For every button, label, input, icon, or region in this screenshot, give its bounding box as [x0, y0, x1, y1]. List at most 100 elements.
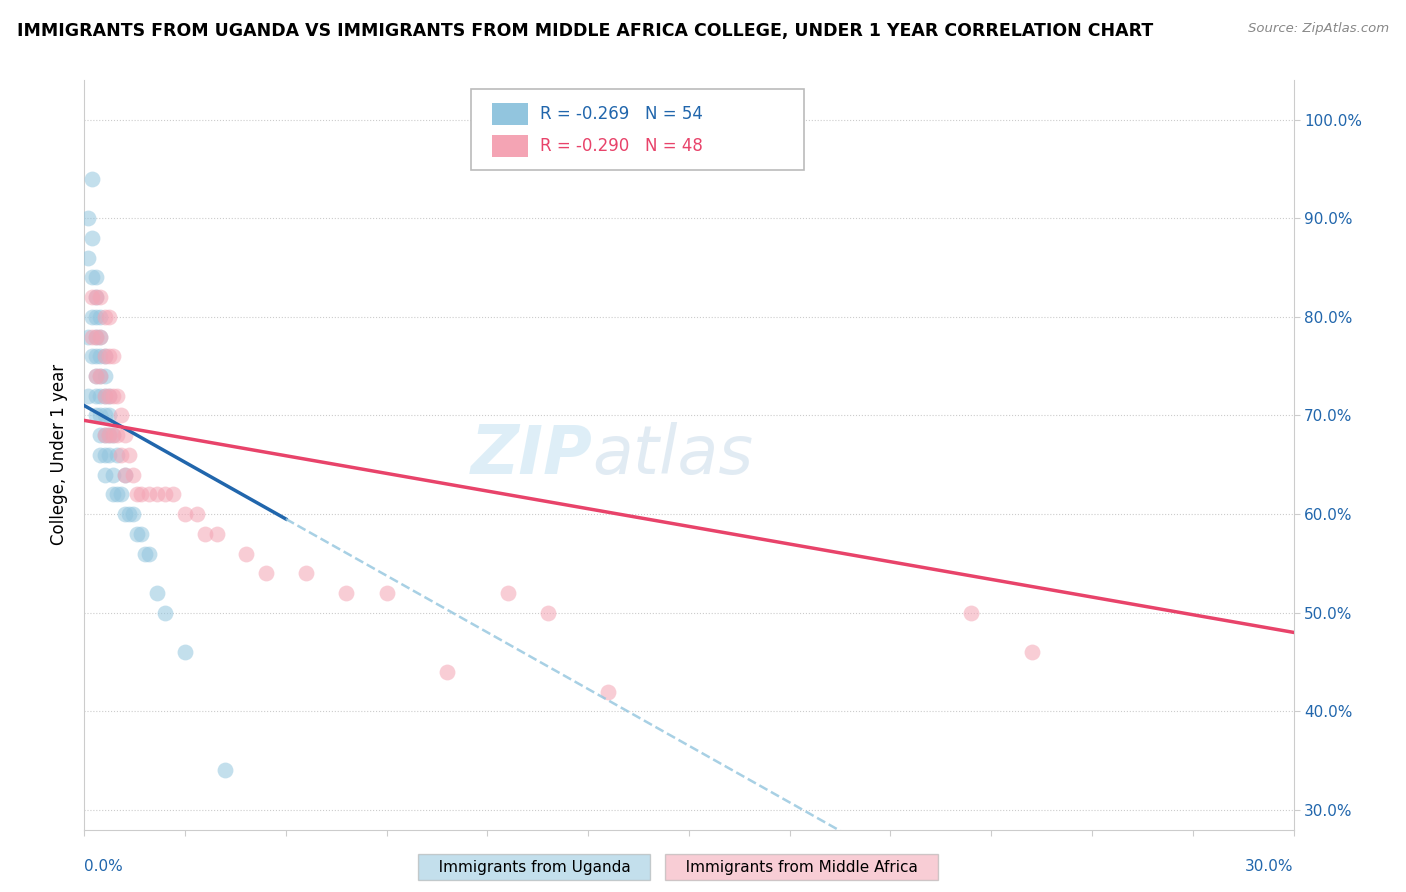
Point: [214, 764, 236, 778]
Point: [114, 467, 136, 482]
Point: [86, 270, 108, 285]
Point: [153, 606, 176, 620]
Point: [1021, 645, 1043, 659]
Point: [86, 329, 108, 343]
Text: 0.0%: 0.0%: [84, 859, 124, 874]
Point: [125, 526, 148, 541]
Point: [93, 369, 115, 384]
Point: [86, 349, 108, 363]
Point: [110, 487, 132, 501]
Point: [82, 329, 104, 343]
Point: [436, 665, 458, 679]
Point: [82, 310, 104, 324]
Point: [86, 329, 108, 343]
Point: [93, 428, 115, 442]
Bar: [492, 103, 529, 125]
Point: [254, 566, 277, 581]
Point: [118, 507, 141, 521]
Point: [93, 349, 115, 363]
Point: [110, 409, 132, 423]
Point: [77, 329, 100, 343]
Point: [101, 487, 124, 501]
Point: [93, 409, 115, 423]
Point: [97, 448, 120, 462]
Point: [97, 409, 120, 423]
Point: [375, 586, 398, 600]
Point: [89, 329, 111, 343]
Text: R = -0.269   N = 54: R = -0.269 N = 54: [540, 105, 703, 123]
Point: [82, 290, 104, 304]
Point: [146, 487, 169, 501]
Point: [89, 409, 111, 423]
Point: [97, 389, 120, 403]
Point: [295, 566, 318, 581]
Point: [162, 487, 184, 501]
Bar: [492, 135, 529, 158]
Point: [125, 487, 148, 501]
Point: [138, 547, 160, 561]
Point: [97, 428, 120, 442]
Point: [496, 586, 519, 600]
Point: [146, 586, 169, 600]
Point: [235, 547, 257, 561]
Point: [89, 389, 111, 403]
Point: [97, 389, 120, 403]
Point: [93, 310, 115, 324]
Point: [93, 428, 115, 442]
Point: [89, 369, 111, 384]
Point: [110, 448, 132, 462]
Point: [82, 270, 104, 285]
Point: [77, 389, 100, 403]
Point: [101, 428, 124, 442]
Point: [93, 467, 115, 482]
Point: [138, 487, 160, 501]
Point: [89, 349, 111, 363]
Text: ZIP: ZIP: [471, 422, 592, 488]
Text: Immigrants from Uganda: Immigrants from Uganda: [423, 860, 645, 874]
Point: [129, 526, 152, 541]
Point: [174, 645, 197, 659]
Text: Source: ZipAtlas.com: Source: ZipAtlas.com: [1249, 22, 1389, 36]
Point: [93, 389, 115, 403]
Point: [101, 467, 124, 482]
Point: [121, 467, 143, 482]
Point: [186, 507, 208, 521]
Point: [89, 428, 111, 442]
Text: 30.0%: 30.0%: [1246, 859, 1294, 874]
Text: R = -0.290   N = 48: R = -0.290 N = 48: [540, 137, 703, 155]
Text: IMMIGRANTS FROM UGANDA VS IMMIGRANTS FROM MIDDLE AFRICA COLLEGE, UNDER 1 YEAR CO: IMMIGRANTS FROM UGANDA VS IMMIGRANTS FRO…: [17, 22, 1153, 40]
Point: [121, 507, 143, 521]
Point: [114, 467, 136, 482]
Point: [960, 606, 983, 620]
Point: [89, 369, 111, 384]
Point: [89, 329, 111, 343]
Point: [105, 487, 128, 501]
Point: [105, 428, 128, 442]
Text: atlas: atlas: [592, 422, 754, 488]
Point: [86, 310, 108, 324]
Point: [82, 349, 104, 363]
Point: [86, 290, 108, 304]
Point: [105, 448, 128, 462]
Point: [82, 172, 104, 186]
Point: [129, 487, 152, 501]
Point: [114, 428, 136, 442]
Point: [194, 526, 217, 541]
Point: [89, 310, 111, 324]
Y-axis label: College, Under 1 year: College, Under 1 year: [49, 364, 67, 546]
Text: Immigrants from Middle Africa: Immigrants from Middle Africa: [671, 860, 932, 874]
Point: [93, 448, 115, 462]
Point: [598, 684, 620, 698]
Point: [86, 369, 108, 384]
Point: [97, 349, 120, 363]
Point: [86, 409, 108, 423]
Point: [153, 487, 176, 501]
Point: [105, 389, 128, 403]
Point: [207, 526, 229, 541]
Point: [537, 606, 560, 620]
Point: [82, 231, 104, 245]
Point: [86, 369, 108, 384]
Point: [101, 428, 124, 442]
Point: [77, 251, 100, 265]
Point: [335, 586, 357, 600]
